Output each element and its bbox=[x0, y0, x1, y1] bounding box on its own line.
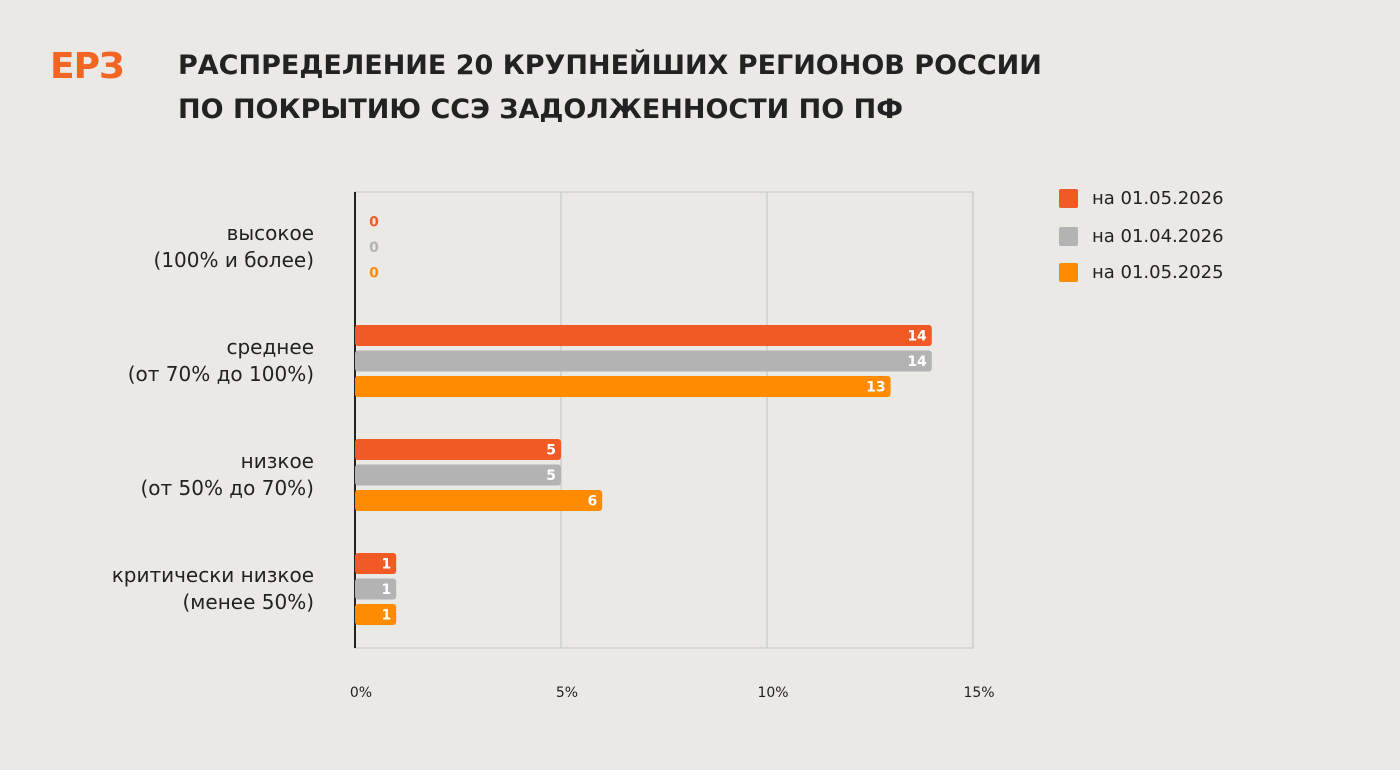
value-label: 5 bbox=[546, 443, 556, 459]
legend-swatch bbox=[1059, 189, 1078, 208]
value-label: 1 bbox=[381, 608, 391, 624]
value-label: 1 bbox=[381, 582, 391, 598]
x-tick-label: 0% bbox=[350, 685, 372, 701]
legend-swatch bbox=[1059, 227, 1078, 246]
x-tick-label: 15% bbox=[963, 685, 994, 701]
chart-title: РАСПРЕДЕЛЕНИЕ 20 КРУПНЕЙШИХ РЕГИОНОВ РОС… bbox=[178, 50, 1042, 125]
x-tick-label: 10% bbox=[757, 685, 788, 701]
value-label: 13 bbox=[866, 380, 885, 396]
legend-swatch bbox=[1059, 263, 1078, 282]
bar bbox=[355, 376, 891, 397]
value-label: 0 bbox=[369, 215, 379, 231]
value-label: 0 bbox=[369, 266, 379, 282]
bar bbox=[355, 439, 561, 460]
bar bbox=[355, 325, 932, 346]
category-label: критически низкое (менее 50%) bbox=[111, 563, 314, 614]
category-label: высокое (100% и более) bbox=[153, 221, 314, 272]
legend-label: на 01.05.2025 bbox=[1092, 262, 1224, 283]
value-label: 14 bbox=[907, 329, 927, 345]
category-label: низкое (от 50% до 70%) bbox=[140, 449, 314, 500]
bar bbox=[355, 553, 397, 574]
bar bbox=[355, 464, 561, 486]
x-tick-label: 5% bbox=[556, 685, 578, 701]
plot-frame bbox=[354, 191, 974, 649]
value-label: 0 bbox=[369, 240, 379, 256]
value-label: 6 bbox=[587, 494, 597, 510]
logo: ЕРЗ bbox=[50, 46, 125, 87]
legend-label: на 01.05.2026 bbox=[1092, 188, 1224, 209]
value-label: 1 bbox=[381, 557, 391, 573]
bar bbox=[355, 350, 932, 372]
bar bbox=[355, 604, 397, 625]
value-label: 14 bbox=[907, 354, 927, 370]
value-label: 5 bbox=[546, 468, 556, 484]
category-label: среднее (от 70% до 100%) bbox=[127, 335, 314, 386]
legend-label: на 01.04.2026 bbox=[1092, 226, 1224, 247]
bar bbox=[355, 578, 397, 600]
bar bbox=[355, 490, 603, 511]
